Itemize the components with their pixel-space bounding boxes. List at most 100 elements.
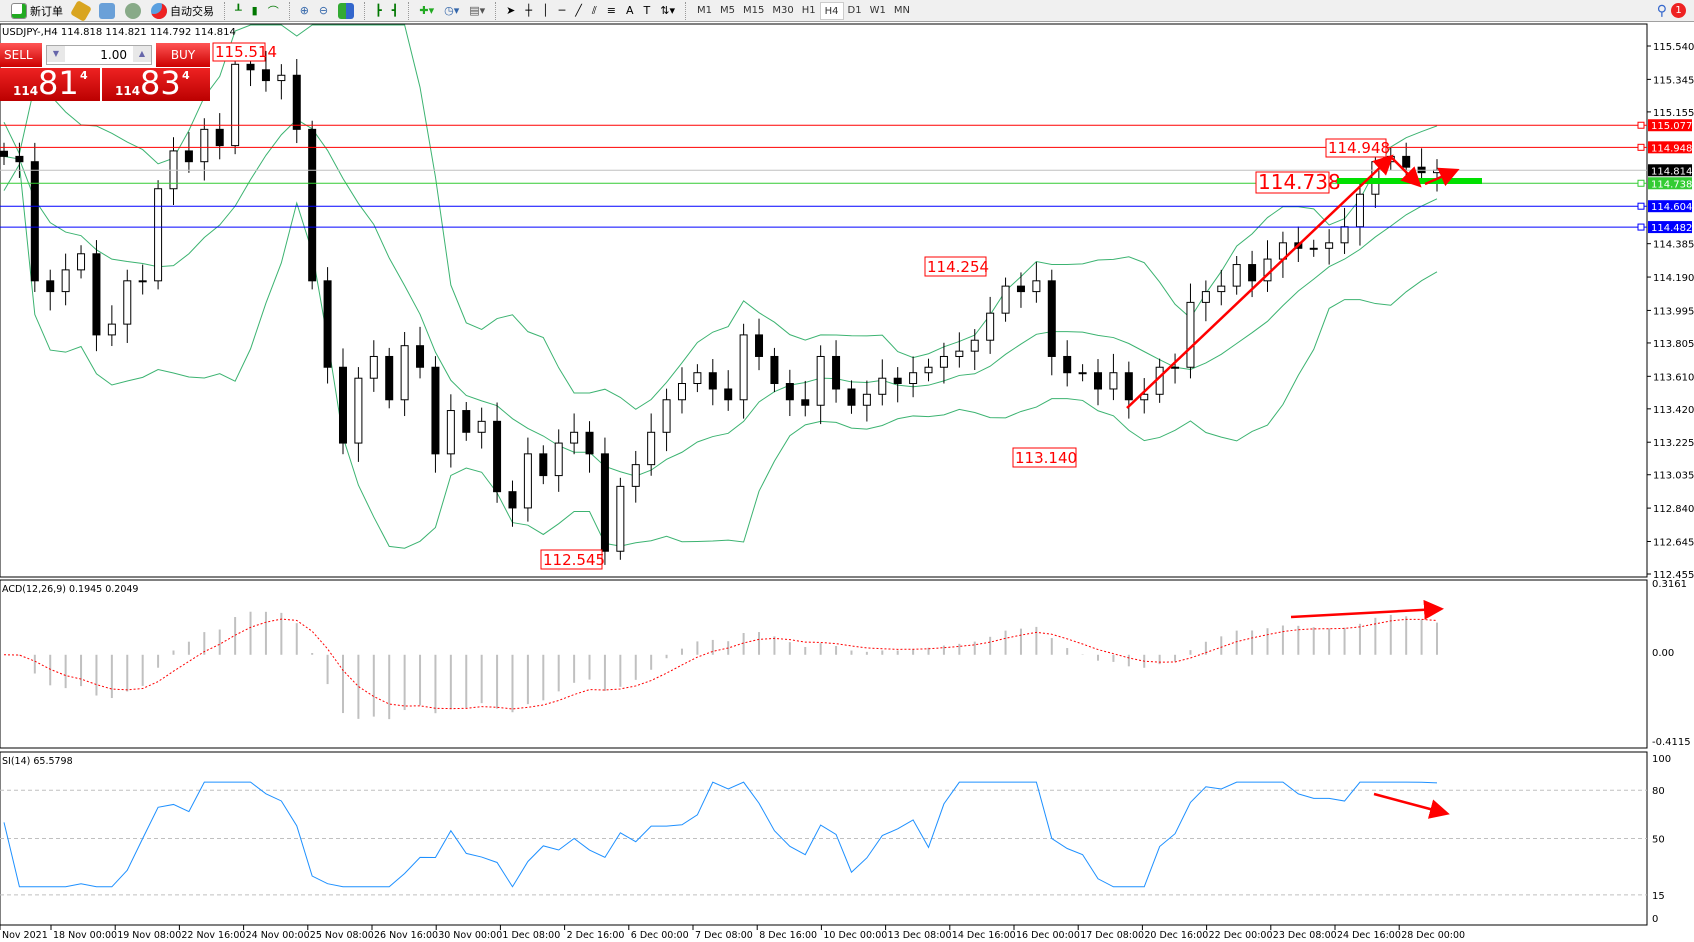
candle-body xyxy=(970,339,979,352)
candle-body xyxy=(785,383,794,401)
candle-body xyxy=(816,355,825,406)
trend-arrow[interactable] xyxy=(1373,792,1450,819)
market-watch-button[interactable] xyxy=(96,1,118,21)
notification-badge[interactable]: 1 xyxy=(1671,3,1686,18)
time-tick-label: 8 Dec 16:00 xyxy=(759,930,817,941)
channel-button[interactable]: ⫽ xyxy=(589,1,600,21)
candle-body xyxy=(554,442,563,477)
lot-decrease-button[interactable]: ▼ xyxy=(47,46,65,62)
arrows-button[interactable]: ⇅▾ xyxy=(657,1,678,21)
auto-trading-button[interactable]: 自动交易 xyxy=(148,1,217,21)
price-annotation-box[interactable] xyxy=(1325,138,1387,158)
price-annotation-box[interactable] xyxy=(212,42,266,62)
fibonacci-button[interactable]: ≡ xyxy=(604,1,619,21)
line-handle[interactable] xyxy=(1637,121,1645,129)
price-annotation-box[interactable] xyxy=(540,549,603,570)
chart-shift-button[interactable]: ┫ xyxy=(389,1,402,21)
timeframe-m5[interactable]: M5 xyxy=(720,4,736,16)
candle-body xyxy=(909,372,918,385)
price-annotation-box[interactable] xyxy=(924,256,987,277)
timeframe-m15[interactable]: M15 xyxy=(743,4,765,16)
candle-body xyxy=(292,74,301,130)
cursor-button[interactable]: ➤ xyxy=(503,1,518,21)
tile-windows-icon xyxy=(338,2,355,19)
timeframe-m1[interactable]: M1 xyxy=(697,4,713,16)
timeframe-w1[interactable]: W1 xyxy=(869,4,886,16)
candle-body xyxy=(184,150,193,163)
search-icon[interactable]: ⚲ xyxy=(1656,2,1667,19)
candle-body xyxy=(1232,264,1241,287)
candle xyxy=(939,342,948,384)
candle-body xyxy=(1171,366,1180,369)
macd-tick-label: 0.00 xyxy=(1652,648,1674,659)
price-tick-label: 113.995 xyxy=(1653,306,1694,317)
bar-chart-button[interactable]: ┸ xyxy=(232,1,245,21)
candle-body xyxy=(0,150,8,157)
lot-size-input[interactable]: 1.00 xyxy=(46,45,152,65)
trend-arrow[interactable] xyxy=(1126,154,1394,409)
candle-body xyxy=(277,74,286,82)
candle-body xyxy=(138,280,147,283)
vertical-line-button[interactable]: │ xyxy=(539,1,552,21)
new-order-button[interactable]: 新订单 xyxy=(8,1,66,21)
main-chart-panel[interactable] xyxy=(0,23,1648,578)
timeframe-d1[interactable]: D1 xyxy=(847,4,862,16)
timeframe-mn[interactable]: MN xyxy=(893,4,910,16)
line-handle[interactable] xyxy=(1637,202,1645,210)
auto-scroll-button[interactable]: ┣ xyxy=(372,1,385,21)
candle-body xyxy=(61,269,70,293)
price-tick-label: 114.385 xyxy=(1653,240,1694,251)
time-tick-label: 19 Nov 08:00 xyxy=(117,930,181,941)
candle xyxy=(801,380,810,417)
trend-arrow[interactable] xyxy=(1391,157,1422,188)
price-line-label: 114.482 xyxy=(1651,223,1692,234)
price-annotation-box[interactable] xyxy=(1255,171,1330,194)
timeframe-m30[interactable]: M30 xyxy=(772,4,794,16)
text-label-button[interactable]: T xyxy=(641,1,654,21)
sell-price-button[interactable]: 114 81 4 xyxy=(0,64,100,102)
candle-body xyxy=(1248,264,1257,282)
tile-windows-button[interactable] xyxy=(335,1,357,21)
price-tick-label: 113.225 xyxy=(1653,438,1694,449)
templates-button[interactable]: ▤▾ xyxy=(466,1,488,21)
candle-body xyxy=(585,431,594,455)
line-chart-button[interactable]: ⌒ xyxy=(265,1,282,21)
zoom-out-button[interactable]: ⊖ xyxy=(316,1,331,21)
candle-body xyxy=(338,366,347,444)
candle-body xyxy=(1124,372,1133,401)
candle-body xyxy=(847,388,856,406)
vertical-line-icon: │ xyxy=(542,4,549,17)
crosshair-button[interactable]: ┼ xyxy=(522,1,535,21)
trendline-button[interactable]: ╱ xyxy=(572,1,585,21)
candle-chart-button[interactable]: ▮ xyxy=(249,1,261,21)
separator xyxy=(288,1,290,20)
trend-arrow[interactable] xyxy=(1290,599,1444,620)
buy-button[interactable]: BUY xyxy=(156,43,210,67)
candle-body xyxy=(755,334,764,357)
buy-price-main: 83 xyxy=(140,64,181,102)
price-line-label: 114.814 xyxy=(1651,166,1692,177)
sell-button[interactable]: SELL xyxy=(0,43,42,67)
horizontal-line-button[interactable]: ─ xyxy=(556,1,569,21)
line-handle[interactable] xyxy=(1637,143,1645,151)
zoom-in-button[interactable]: ⊕ xyxy=(297,1,312,21)
lot-increase-button[interactable]: ▲ xyxy=(133,46,151,62)
price-tick-label: 113.610 xyxy=(1653,372,1694,383)
timeframe-h4[interactable]: H4 xyxy=(819,1,844,20)
candle-body xyxy=(647,431,656,466)
line-handle[interactable] xyxy=(1637,179,1645,187)
candle xyxy=(785,369,794,417)
periods-button[interactable]: ◷▾ xyxy=(441,1,462,21)
indicators-button[interactable]: ✚▾ xyxy=(416,1,437,21)
price-annotation-box[interactable] xyxy=(1012,447,1077,468)
buy-price-button[interactable]: 114 83 4 xyxy=(102,64,210,102)
trend-arrow[interactable] xyxy=(1424,167,1460,187)
macd-panel[interactable] xyxy=(0,579,1648,749)
text-button[interactable]: A xyxy=(623,1,637,21)
price-tick-label: 115.345 xyxy=(1653,75,1694,86)
timeframe-h1[interactable]: H1 xyxy=(801,4,816,16)
signals-button[interactable] xyxy=(122,1,144,21)
line-handle[interactable] xyxy=(1637,223,1645,231)
zoom-in-icon: ⊕ xyxy=(299,4,309,17)
